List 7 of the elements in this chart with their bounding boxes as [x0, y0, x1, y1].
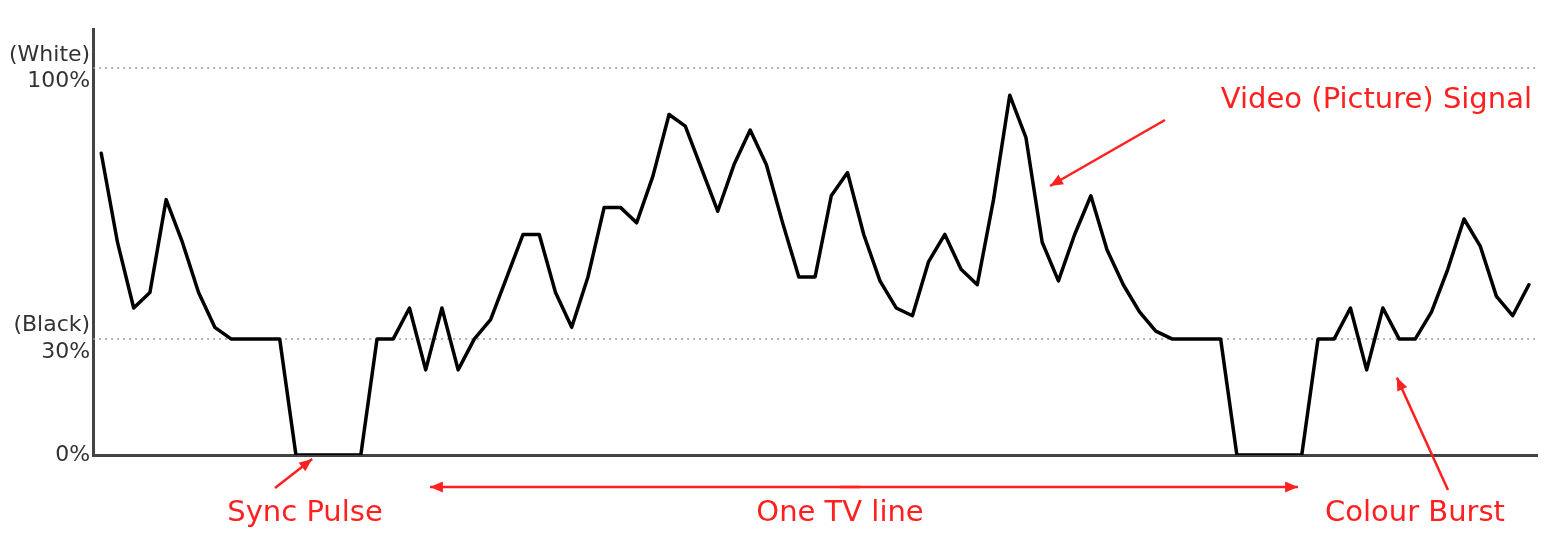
y-tick-label: (Black) 30%: [13, 311, 91, 363]
text: One TV line: [756, 493, 924, 528]
y-tick-label: 0%: [55, 440, 91, 466]
annotation: Video (Picture) Signal: [1220, 80, 1532, 115]
text: Sync Pulse: [227, 493, 383, 528]
y-tick-label: (White) 100%: [9, 40, 91, 93]
text: Colour Burst: [1325, 493, 1505, 528]
